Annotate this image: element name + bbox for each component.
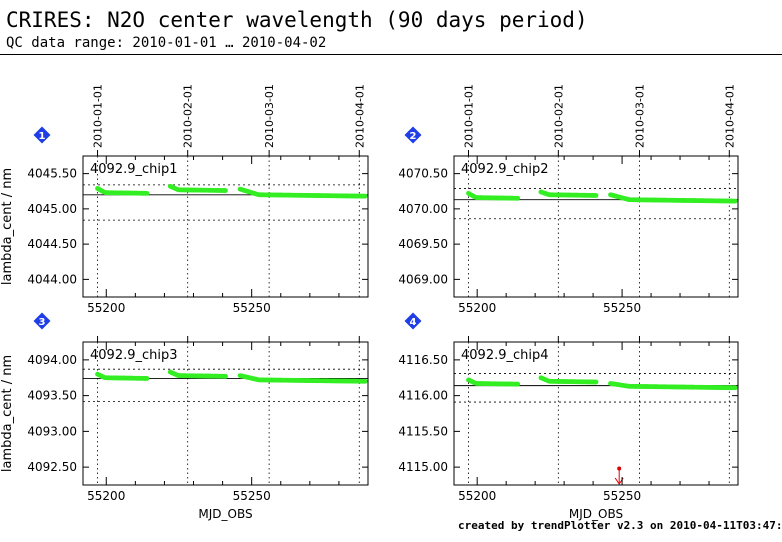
y-tick-label: 4093.00	[27, 424, 77, 438]
date-tick-label: 2010-01-01	[92, 84, 105, 148]
x-tick-label: 55200	[87, 301, 125, 315]
panel-badge-icon	[404, 312, 422, 330]
panel-badge-number: 4	[410, 317, 417, 328]
y-tick-label: 4092.50	[27, 460, 77, 474]
panel-frame	[82, 341, 369, 486]
y-tick-label: 4069.50	[398, 237, 448, 251]
x-tick-label: 55200	[458, 489, 496, 503]
y-tick-label: 4116.00	[398, 389, 448, 403]
panel-badge-number: 2	[410, 131, 417, 142]
x-tick-label: 55250	[603, 489, 641, 503]
data-point	[362, 193, 368, 199]
y-axis-label: lambda_cent / nm	[0, 355, 15, 472]
x-tick-label: 55250	[233, 301, 271, 315]
date-tick-label: 2010-03-01	[633, 84, 646, 148]
panel-3: 4092.50 4093.00 4093.50 4094.00 55200 55250 40…	[0, 312, 369, 521]
title-divider	[0, 54, 782, 55]
y-tick-label: 4116.50	[398, 353, 448, 367]
data-point	[732, 198, 738, 204]
data-point	[515, 381, 521, 387]
y-tick-label: 4094.00	[27, 353, 77, 367]
date-tick-label: 2010-02-01	[182, 84, 195, 148]
data-point	[144, 190, 150, 196]
x-tick-label: 55250	[233, 489, 271, 503]
x-tick-label: 55250	[603, 301, 641, 315]
date-tick-label: 2010-04-01	[723, 84, 736, 148]
x-tick-label: 55200	[458, 301, 496, 315]
y-tick-label: 4044.50	[27, 237, 77, 251]
x-axis-label: MJD_OBS	[198, 507, 252, 521]
y-tick-label: 4045.50	[27, 167, 77, 181]
panel-label: 4092.9_chip1	[90, 162, 178, 177]
date-tick-label: 2010-04-01	[353, 84, 366, 148]
data-point	[593, 193, 599, 198]
x-axis-label: MJD_OBS	[569, 507, 623, 521]
data-point	[362, 378, 368, 384]
footer-credit: created by trendPlotter v2.3 on 2010-04-…	[458, 519, 782, 532]
panel-4: 4115.00 4115.50 4116.00 4116.50 55200 55250 40…	[398, 312, 739, 521]
page-title: CRIRES: N2O center wavelength (90 days p…	[6, 8, 588, 32]
date-tick-label: 2010-03-01	[263, 84, 276, 148]
panel-badge-number: 1	[39, 131, 46, 142]
data-point	[732, 385, 738, 391]
panel-frame	[453, 155, 739, 298]
y-tick-label: 4093.50	[27, 389, 77, 403]
y-tick-label: 4044.00	[27, 272, 77, 286]
y-tick-label: 4115.50	[398, 424, 448, 438]
data-point	[515, 195, 521, 201]
data-point	[144, 376, 150, 381]
data-point	[223, 373, 228, 379]
panel-1: 2010-01-01 2010-02-01 2010-03-01 2010-04-01…	[0, 84, 369, 315]
date-tick-label: 2010-02-01	[552, 84, 565, 148]
panel-label: 4092.9_chip2	[461, 162, 549, 177]
panel-frame	[82, 155, 369, 298]
panel-2: 2010-01-01 2010-02-01 2010-03-01 2010-04-01…	[398, 84, 739, 315]
y-axis-label: lambda_cent / nm	[0, 168, 15, 285]
x-tick-label: 55200	[87, 489, 125, 503]
panel-badge-number: 3	[39, 317, 46, 328]
panel-frame	[453, 341, 739, 486]
y-tick-label: 4115.00	[398, 460, 448, 474]
panel-badge-icon	[404, 126, 422, 144]
panel-label: 4092.9_chip4	[461, 348, 549, 363]
y-tick-label: 4069.00	[398, 272, 448, 286]
data-point	[223, 188, 228, 193]
data-point	[593, 379, 599, 385]
panel-label: 4092.9_chip3	[90, 348, 178, 363]
date-tick-label: 2010-01-01	[462, 84, 475, 148]
y-tick-label: 4045.00	[27, 202, 77, 216]
y-tick-label: 4070.50	[398, 167, 448, 181]
y-tick-label: 4070.00	[398, 202, 448, 216]
page-subtitle: QC data range: 2010-01-01 … 2010-04-02	[6, 35, 327, 51]
